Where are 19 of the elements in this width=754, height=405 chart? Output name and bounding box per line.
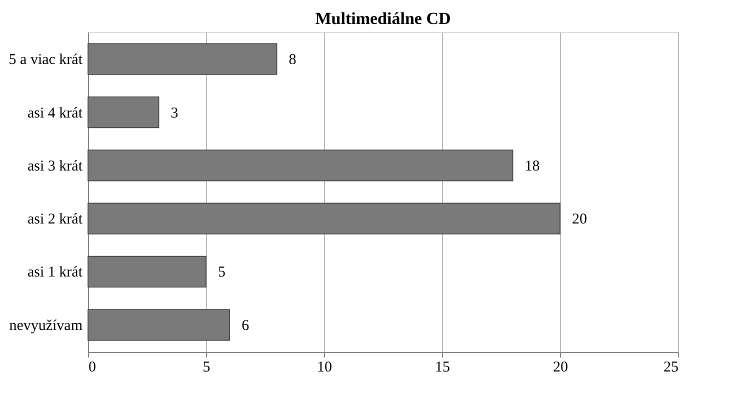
- y-tick-label: asi 1 krát: [28, 264, 84, 281]
- x-tick-label: 10: [317, 360, 332, 376]
- y-tick-label: nevyužívam: [9, 318, 83, 334]
- x-tick-label: 0: [88, 360, 96, 376]
- y-tick-label: 5 a viac krát: [8, 52, 84, 68]
- x-tick-label: 20: [553, 360, 568, 376]
- data-label: 18: [524, 158, 540, 174]
- data-label: 3: [170, 105, 178, 122]
- chart-title: Multimediálne CD: [315, 9, 451, 28]
- data-label: 5: [218, 264, 226, 281]
- x-tick-label: 5: [202, 360, 210, 376]
- x-tick-label: 15: [435, 360, 450, 376]
- x-tick-label: 25: [664, 360, 678, 376]
- data-label: 20: [572, 212, 587, 228]
- y-tick-label: asi 2 krát: [28, 212, 84, 228]
- data-label: 6: [242, 318, 250, 334]
- y-tick-label: asi 3 krát: [28, 158, 84, 174]
- data-label: 8: [288, 52, 296, 68]
- y-tick-label: asi 4 krát: [28, 105, 84, 122]
